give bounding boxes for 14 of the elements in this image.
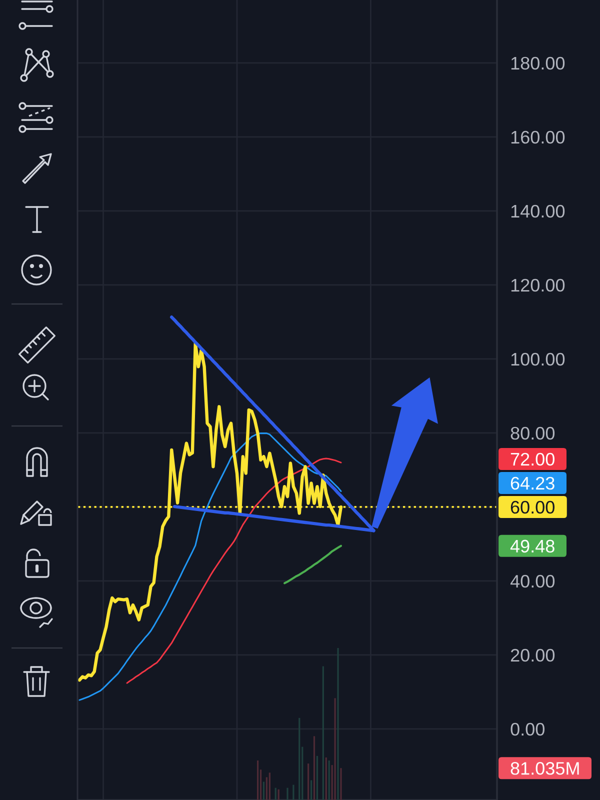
text: 64.23 bbox=[510, 476, 554, 490]
y-tick-label: 40.00 bbox=[510, 574, 555, 588]
y-tick-label: 180.00 bbox=[511, 56, 565, 70]
ref-line-label: 60.00 bbox=[510, 500, 554, 514]
y-tick-label: 120.00 bbox=[511, 278, 565, 292]
text: 81.035M bbox=[510, 762, 579, 775]
y-tick-label: 160.00 bbox=[511, 130, 565, 144]
y-tick-label: 20.00 bbox=[510, 648, 555, 662]
y-tick-label: 140.00 bbox=[511, 204, 565, 218]
y-tick-label: 0.00 bbox=[510, 722, 544, 736]
text: 72.00 bbox=[510, 452, 554, 466]
y-tick-label: 100.00 bbox=[511, 352, 565, 366]
y-tick-label: 80.00 bbox=[510, 426, 555, 440]
text: 49.48 bbox=[510, 540, 554, 553]
